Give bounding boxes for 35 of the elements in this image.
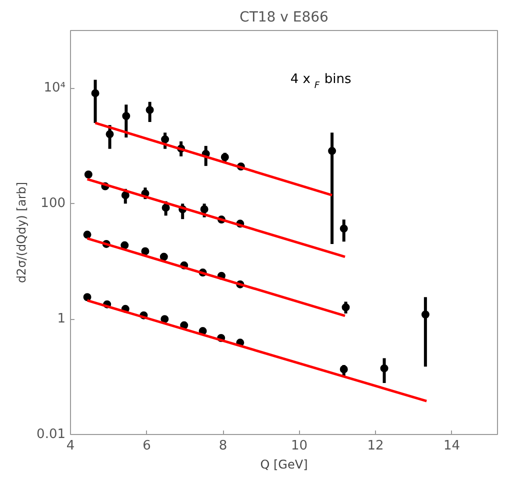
point xyxy=(380,364,388,372)
x-tick-label: 14 xyxy=(443,438,460,454)
point xyxy=(342,303,350,312)
point xyxy=(91,89,100,98)
point xyxy=(162,204,170,212)
point xyxy=(161,135,170,144)
x-tick-label: 12 xyxy=(367,438,384,454)
point xyxy=(146,106,154,114)
x-tick-label: 6 xyxy=(142,438,151,454)
point xyxy=(220,153,229,162)
point xyxy=(120,241,129,250)
y-tick-label: 1 xyxy=(57,312,66,327)
point xyxy=(160,315,169,324)
point xyxy=(340,224,348,233)
x-tick-label: 10 xyxy=(290,438,308,454)
point xyxy=(83,230,92,239)
point xyxy=(122,112,130,120)
y-tick-label: 10⁴ xyxy=(44,80,66,96)
x-tick-label: 4 xyxy=(66,438,75,454)
point xyxy=(200,205,208,214)
point xyxy=(328,146,336,155)
point xyxy=(141,247,150,256)
y-tick-label: 100 xyxy=(40,196,66,212)
y-axis-title: d2σ/(dQdy) [arb] xyxy=(14,182,29,284)
point xyxy=(84,170,92,178)
point xyxy=(421,310,430,318)
point xyxy=(121,191,130,200)
x-axis-title: Q [GeV] xyxy=(260,458,308,472)
chart-title: CT18 v E866 xyxy=(240,10,329,26)
point xyxy=(106,130,114,138)
point xyxy=(83,293,92,302)
point xyxy=(160,252,168,261)
x-tick-label: 8 xyxy=(218,438,228,454)
y-tick-label: 0.01 xyxy=(36,427,66,442)
point xyxy=(340,365,348,374)
